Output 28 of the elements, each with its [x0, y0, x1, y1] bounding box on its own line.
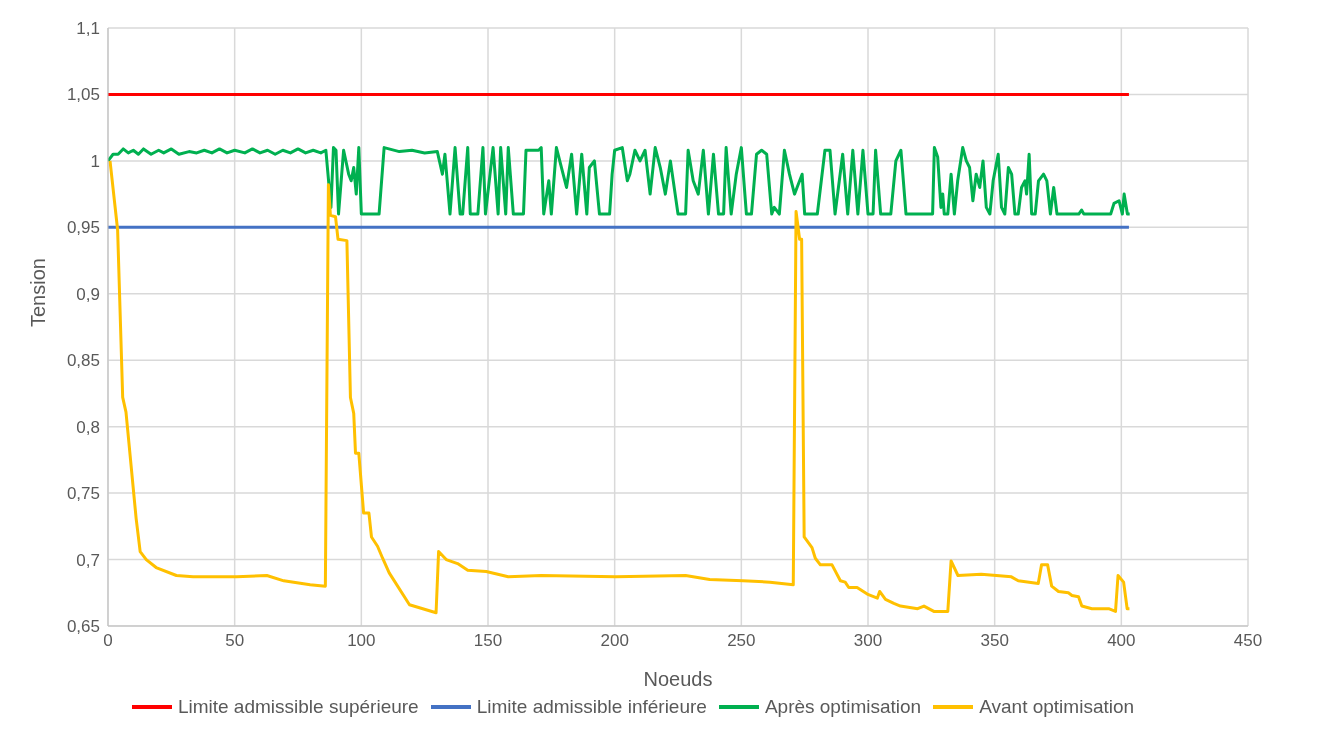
legend-label: Avant optimisation: [979, 696, 1135, 718]
y-axis-title: Tension: [27, 258, 50, 327]
legend-label: Limite admissible inférieure: [476, 696, 707, 718]
x-tick-label: 300: [853, 631, 883, 651]
x-axis-title: Noeuds: [643, 668, 713, 690]
x-tick-label: 250: [727, 631, 756, 651]
y-tick-label: 1: [90, 151, 100, 171]
x-tick-label: 100: [347, 631, 376, 651]
y-tick-label: 0,85: [66, 351, 100, 371]
y-tick-label: 1,05: [66, 85, 100, 105]
y-tick-label: 1,1: [76, 19, 100, 39]
x-tick-label: 350: [980, 631, 1009, 651]
x-tick-label: 200: [600, 631, 629, 651]
y-tick-label: 0,65: [66, 617, 100, 637]
x-tick-label: 150: [473, 631, 503, 651]
y-tick-label: 0,95: [66, 218, 100, 238]
y-tick-label: 0,75: [66, 484, 100, 504]
x-tick-label: 450: [1233, 631, 1263, 651]
x-tick-label: 400: [1107, 631, 1136, 651]
x-tick-label: 50: [225, 631, 245, 651]
y-tick-label: 0,9: [76, 284, 100, 304]
line-series: [108, 146, 1132, 216]
legend-label: Limite admissible supérieure: [177, 696, 419, 718]
y-tick-label: 0,8: [76, 417, 100, 437]
legend-label: Après optimisation: [764, 696, 922, 718]
line-series: [108, 159, 1131, 615]
y-tick-label: 0,7: [76, 550, 100, 570]
x-tick-label: 0: [103, 631, 113, 651]
